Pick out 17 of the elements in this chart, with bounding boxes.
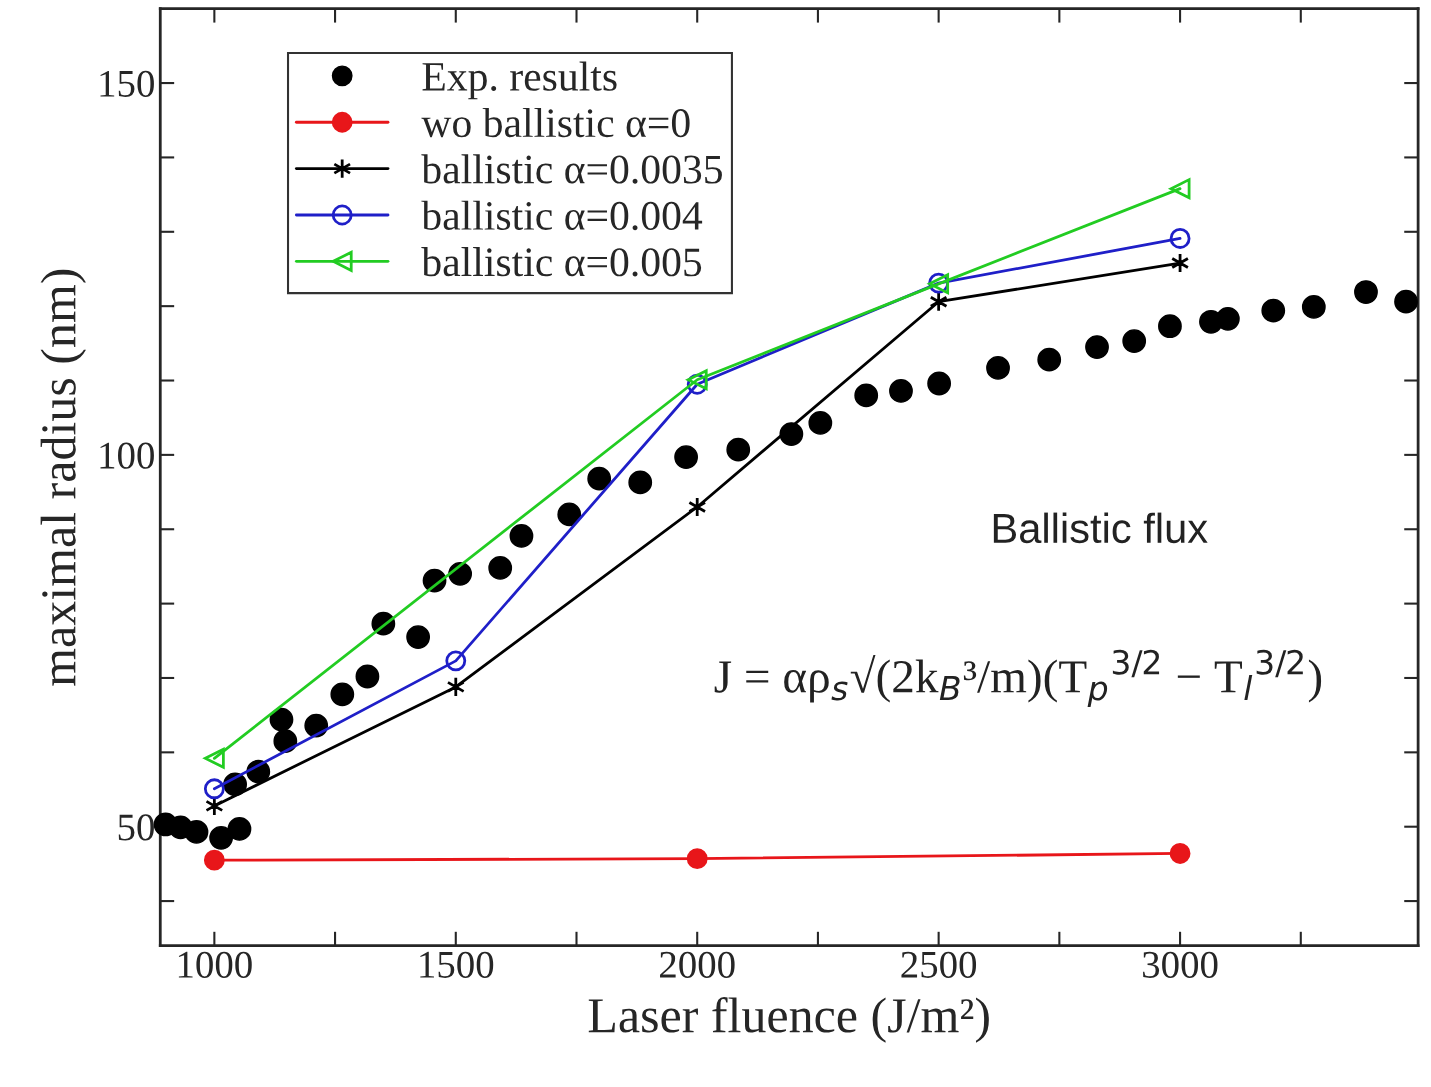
legend-label: ballistic α=0.004: [421, 200, 703, 231]
legend-label: ballistic α=0.0035: [421, 154, 722, 184]
x-tick-label: 2500: [901, 951, 977, 978]
x-tick-label: 3000: [1143, 951, 1218, 978]
legend-label: ballistic α=0.005: [421, 247, 702, 277]
legend-label: Exp. results: [422, 61, 617, 100]
x-axis-title: Laser fluence (J/m²): [588, 996, 989, 1043]
legend-label: wo ballistic α=0: [421, 107, 690, 138]
x-tick-label: 1000: [178, 951, 252, 978]
x-tick-label: 1500: [420, 951, 494, 978]
y-axis-title: maximal radius (nm): [40, 269, 86, 686]
y-tick-label: 50: [118, 814, 154, 841]
y-tick-label: 100: [100, 442, 154, 469]
text: J = αρ$_{s}$√(2k$_{B}$³/m)(T$_{p}$$^{3/2}$ − T$_{l}$$^{3/2}$): [714, 649, 1322, 707]
x-tick-label: 2000: [660, 951, 735, 978]
y-tick-label: 150: [100, 70, 154, 97]
annotation: Ballistic flux: [993, 512, 1208, 544]
